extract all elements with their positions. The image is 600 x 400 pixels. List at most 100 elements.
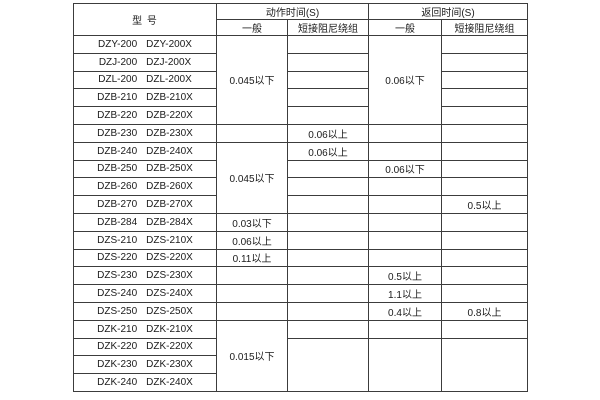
model-variant: DZK-240X (146, 377, 193, 389)
return-damping-cell (441, 319, 528, 339)
model-cell: DZS-250 DZS-250X (73, 301, 217, 321)
model-primary: DZB-240 (97, 145, 138, 157)
col-header-return-general: 一般 (368, 19, 442, 36)
action-damping-cell (287, 284, 369, 303)
model-primary: DZB-270 (97, 199, 138, 211)
return-damping-cell (441, 52, 528, 72)
model-variant: DZB-270X (146, 199, 193, 211)
action-damping-cell (287, 88, 369, 108)
model-variant: DZB-230X (146, 127, 193, 139)
return-general-cell (368, 141, 442, 161)
model-variant: DZB-284X (146, 216, 193, 228)
action-general-cell: 0.11以上 (216, 248, 288, 268)
model-variant: DZL-200X (146, 74, 192, 86)
table-row: DZB-284 DZB-284X 0.03以下 (73, 212, 528, 232)
model-primary: DZS-210 (97, 234, 138, 246)
model-cell: DZB-250 DZB-250X (73, 159, 217, 179)
table-row: DZB-240 DZB-240X 0.045以下 0.06以上 (73, 141, 528, 214)
return-general-cell: 0.4以上 (368, 301, 442, 321)
model-primary: DZB-220 (97, 110, 138, 122)
model-cell: DZS-210 DZS-210X (73, 230, 217, 250)
model-primary: DZB-284 (97, 216, 138, 228)
return-damping-cell (441, 248, 528, 268)
return-damping-cell (441, 284, 528, 303)
action-damping-cell (287, 177, 369, 197)
model-cell: DZL-200 DZL-200X (73, 70, 217, 90)
return-general-cell (368, 337, 442, 392)
model-variant: DZB-250X (146, 163, 193, 175)
action-damping-cell (287, 266, 369, 286)
action-damping-cell (287, 337, 369, 392)
action-general-cell: 0.045以下 (216, 35, 288, 125)
model-primary: DZB-230 (97, 127, 138, 139)
model-variant: DZJ-200X (146, 56, 192, 68)
model-primary: DZS-220 (97, 252, 138, 264)
model-variant: DZK-220X (146, 341, 193, 353)
action-general-cell: 0.045以下 (216, 141, 288, 214)
return-general-cell (368, 123, 442, 143)
model-primary: DZB-210 (97, 92, 138, 104)
model-cell: DZS-240 DZS-240X (73, 284, 217, 303)
model-variant: DZS-230X (146, 270, 193, 282)
col-header-model: 型 号 (73, 3, 217, 36)
table-row: DZS-220 DZS-220X 0.11以上 (73, 248, 528, 268)
table-row: DZK-210 DZK-210X 0.015以下 (73, 319, 528, 392)
action-damping-cell (287, 70, 369, 90)
return-damping-cell (441, 266, 528, 286)
model-cell: DZS-230 DZS-230X (73, 266, 217, 286)
return-damping-cell (441, 141, 528, 161)
model-cell: DZB-220 DZB-220X (73, 106, 217, 125)
return-damping-cell (441, 177, 528, 197)
model-variant: DZS-240X (146, 288, 193, 300)
action-general-cell: 0.06以上 (216, 230, 288, 250)
model-primary: DZK-210 (97, 323, 138, 335)
model-primary: DZS-250 (97, 305, 138, 317)
table-row: DZL-200 DZL-200X (73, 70, 528, 90)
table-row: DZS-250 DZS-250X 0.4以上 0.8以上 (73, 301, 528, 321)
model-variant: DZY-200X (146, 38, 192, 50)
action-general-cell (216, 284, 288, 303)
return-general-cell (368, 248, 442, 268)
table-row: DZS-210 DZS-210X 0.06以上 (73, 230, 528, 250)
model-primary: DZS-240 (97, 288, 138, 300)
action-general-cell (216, 301, 288, 321)
return-damping-cell (441, 337, 528, 392)
col-header-return-damping: 短接阻尼绕组 (441, 19, 528, 36)
table-row: DZB-250 DZB-250X 0.06以下 (73, 159, 528, 179)
col-header-action-damping: 短接阻尼绕组 (287, 19, 369, 36)
model-cell: DZB-210 DZB-210X (73, 88, 217, 108)
model-primary: DZB-250 (97, 163, 138, 175)
model-cell: DZK-240 DZK-240X (73, 373, 217, 392)
action-damping-cell (287, 301, 369, 321)
table-row: DZJ-200 DZJ-200X (73, 52, 528, 72)
model-cell: DZB-260 DZB-260X (73, 177, 217, 197)
model-primary: DZK-220 (97, 341, 138, 353)
return-damping-cell: 0.8以上 (441, 301, 528, 321)
action-damping-cell (287, 212, 369, 232)
model-variant: DZS-250X (146, 305, 193, 317)
action-damping-cell (287, 195, 369, 214)
model-variant: DZK-230X (146, 359, 193, 371)
action-general-cell (216, 266, 288, 286)
model-variant: DZB-260X (146, 181, 193, 193)
model-variant: DZB-240X (146, 145, 193, 157)
model-primary: DZK-230 (97, 359, 138, 371)
model-cell: DZB-284 DZB-284X (73, 212, 217, 232)
action-damping-cell (287, 319, 369, 339)
return-damping-cell (441, 88, 528, 108)
model-primary: DZK-240 (97, 377, 138, 389)
return-damping-cell (441, 70, 528, 90)
return-damping-cell (441, 35, 528, 54)
table-row: DZB-210 DZB-210X (73, 88, 528, 108)
table-row: DZY-200 DZY-200X 0.045以下 0.06以下 (73, 35, 528, 125)
model-primary: DZB-260 (97, 181, 138, 193)
return-general-cell: 0.5以上 (368, 266, 442, 286)
model-cell: DZB-240 DZB-240X (73, 141, 217, 161)
table-row: DZS-230 DZS-230X 0.5以上 (73, 266, 528, 286)
model-cell: DZS-220 DZS-220X (73, 248, 217, 268)
action-general-cell: 0.015以下 (216, 319, 288, 392)
return-general-cell: 1.1以上 (368, 284, 442, 303)
return-general-cell (368, 319, 442, 339)
return-damping-cell (441, 106, 528, 125)
